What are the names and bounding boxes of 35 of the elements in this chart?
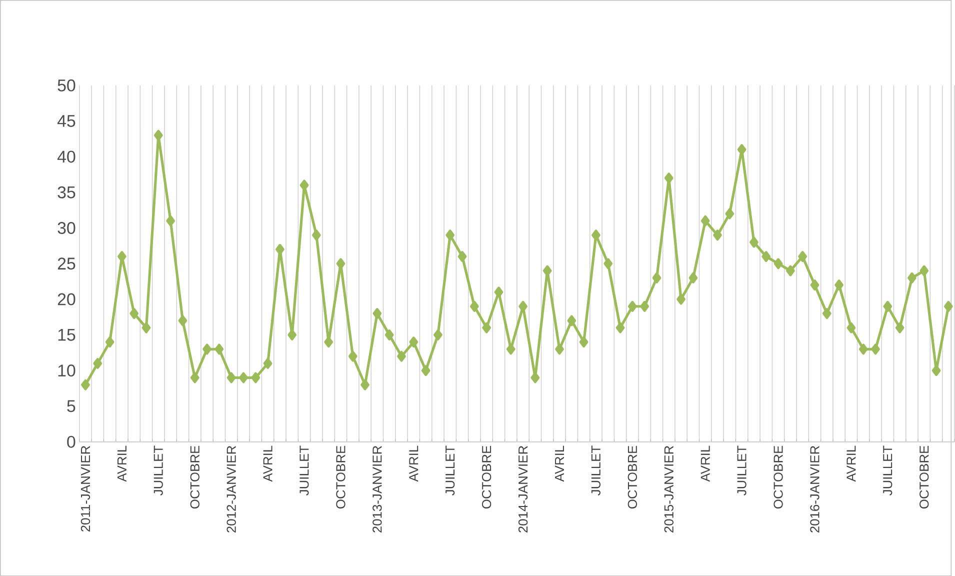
x-tick-label: JUILLET [154, 446, 163, 496]
x-tick-label: AVRIL [846, 446, 856, 482]
x-tick-label: JUILLET [883, 446, 892, 496]
x-tick-label: AVRIL [118, 446, 126, 482]
x-tick-label: OCTOBRE [774, 446, 783, 508]
x-tick-label: OCTOBRE [920, 446, 929, 508]
x-tick-label: OCTOBRE [190, 446, 200, 508]
x-tick-label: AVRIL [555, 446, 564, 482]
y-tick-label: 40 [57, 150, 76, 163]
y-tick-label: 50 [58, 79, 76, 92]
x-tick-label: 2015-JANVIER [664, 446, 674, 532]
x-tick-label: 2011-JANVIER [80, 446, 90, 532]
y-tick-label: 20 [58, 293, 76, 306]
y-tick-label: 5 [67, 400, 76, 412]
y-tick-label: 45 [57, 115, 76, 127]
x-tick-label: 2012-JANVIER [226, 446, 236, 532]
x-tick-label: OCTOBRE [482, 446, 492, 508]
x-tick-label: 2016-JANVIER [810, 446, 820, 532]
y-tick-label: 25 [58, 258, 76, 270]
x-tick-label: AVRIL [263, 446, 272, 482]
y-tick-label: 35 [58, 186, 76, 198]
x-tick-label: AVRIL [700, 446, 710, 482]
x-tick-label: JUILLET [300, 446, 309, 496]
y-tick-label: 30 [58, 222, 76, 234]
x-tick-label: OCTOBRE [628, 446, 638, 508]
x-tick-label: JUILLET [591, 446, 600, 496]
y-tick-label: 0 [67, 436, 76, 448]
x-tick-label: AVRIL [409, 446, 418, 482]
x-tick-label: 2013-JANVIER [372, 446, 382, 532]
y-tick-label: 15 [58, 328, 76, 341]
x-tick-label: 2014-JANVIER [518, 446, 528, 532]
x-tick-label: OCTOBRE [336, 446, 346, 508]
y-tick-label: 10 [58, 364, 76, 376]
x-tick-label: JUILLET [737, 446, 746, 496]
x-tick-label: JUILLET [446, 446, 455, 496]
